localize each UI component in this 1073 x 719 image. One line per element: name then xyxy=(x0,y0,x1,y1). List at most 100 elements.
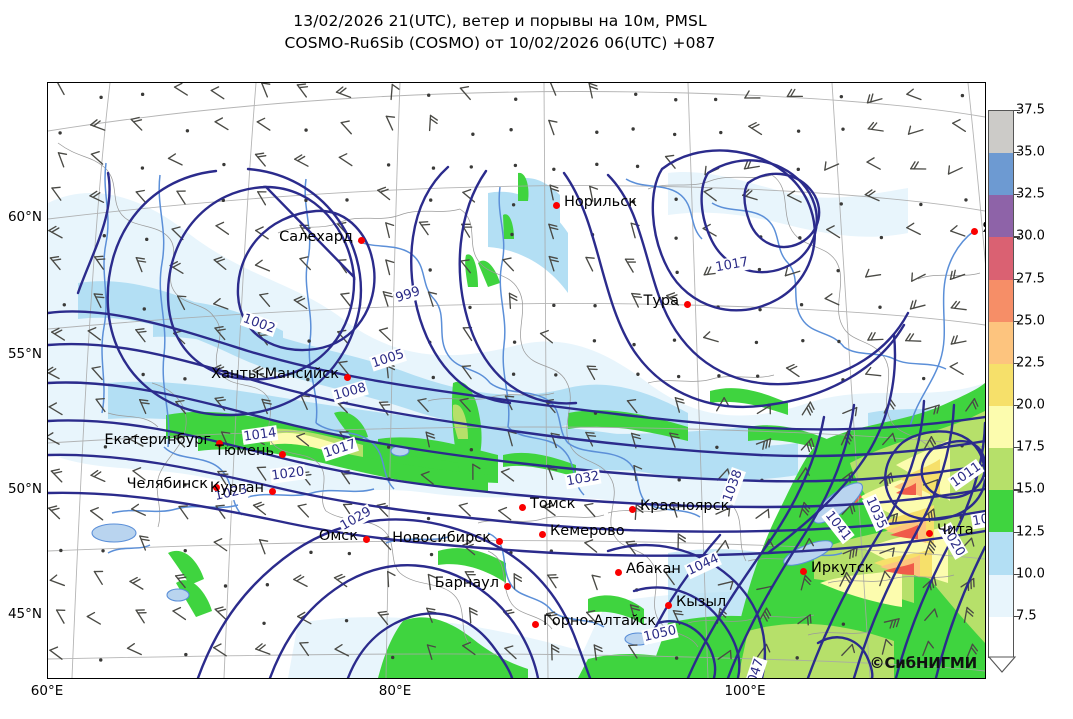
wind-barb-feather xyxy=(338,153,348,158)
wind-barb-shaft xyxy=(425,431,430,448)
wind-barb-shaft xyxy=(293,299,308,310)
calm-station-dot-icon xyxy=(677,478,681,482)
wind-barb-feather xyxy=(214,606,224,610)
calm-station-dot-icon xyxy=(631,200,636,204)
wind-barb-feather xyxy=(500,468,510,473)
wind-barb-shaft xyxy=(48,406,63,416)
wind-barb-shaft xyxy=(89,510,104,521)
city-label: Челябинск xyxy=(126,476,208,492)
wind-barb-feather xyxy=(889,398,896,407)
wind-barb-feather xyxy=(417,398,427,402)
wind-barb-shaft xyxy=(256,466,267,481)
city-dot-icon xyxy=(531,620,539,628)
wind-barb-feather xyxy=(458,502,468,507)
wind-barb-feather xyxy=(90,469,99,476)
wind-barb-feather xyxy=(629,604,640,608)
wind-barb-shaft xyxy=(591,574,598,591)
wind-barb-feather xyxy=(803,577,811,586)
calm-station-dot-icon xyxy=(347,551,352,556)
wind-barb-feather xyxy=(94,255,104,258)
calm-station-dot-icon xyxy=(672,338,677,342)
wind-barb-shaft xyxy=(950,307,967,311)
wind-barb-feather xyxy=(765,607,772,617)
city-dot-icon xyxy=(343,373,351,381)
wind-barb-shaft xyxy=(826,228,841,239)
calm-station-dot-icon xyxy=(512,340,517,344)
wind-barb-feather xyxy=(806,406,812,416)
wind-barb-feather xyxy=(549,259,559,263)
wind-barb-feather xyxy=(786,88,793,98)
wind-barb-feather xyxy=(334,644,343,650)
wind-barb-feather xyxy=(865,366,872,375)
wind-barb-feather xyxy=(297,611,306,618)
wind-barb-feather xyxy=(504,645,514,649)
wind-barb-feather xyxy=(966,606,974,614)
calm-station-dot-icon xyxy=(468,305,472,310)
wind-barb-feather xyxy=(826,225,835,231)
wind-barb-feather xyxy=(215,504,225,507)
wind-barb-feather xyxy=(911,272,913,282)
wind-barb-shaft xyxy=(48,229,63,239)
wind-barb-feather xyxy=(429,114,438,121)
wind-barb-feather xyxy=(340,292,350,295)
city-label: Чита xyxy=(937,522,974,538)
wind-barb-feather xyxy=(933,405,937,415)
calm-station-dot-icon xyxy=(757,267,762,272)
wind-barb-shaft xyxy=(841,643,853,657)
colorbar-band-15 xyxy=(989,490,1013,533)
wind-barb-feather xyxy=(212,643,222,649)
colorbar-tickmark-25 xyxy=(1014,320,1020,322)
wind-barb-shaft xyxy=(801,537,810,553)
wind-barb-feather xyxy=(674,613,684,616)
lat-tick-0: 60°N xyxy=(7,209,42,225)
wind-barb-feather xyxy=(912,299,917,309)
wind-barb-feather xyxy=(895,512,899,523)
wind-barb-feather xyxy=(952,269,956,279)
wind-barb-shaft xyxy=(95,398,106,413)
calm-station-dot-icon xyxy=(676,374,681,379)
wind-barb-feather xyxy=(461,365,472,368)
wind-barb-feather xyxy=(866,94,871,104)
lat-tick-3: 45°N xyxy=(7,606,42,622)
city-label: Томск xyxy=(530,496,576,512)
wind-barb-shaft xyxy=(50,331,66,341)
wind-barb-feather xyxy=(87,327,97,332)
city-dot-icon xyxy=(357,236,365,244)
wind-barb-shaft xyxy=(254,153,266,167)
calm-station-dot-icon xyxy=(140,92,145,97)
wind-barb-shaft xyxy=(167,157,183,166)
wind-barb-feather xyxy=(664,570,675,574)
wind-barb-feather xyxy=(261,83,271,85)
wind-barb-feather xyxy=(801,508,809,516)
wind-barb-shaft xyxy=(427,291,434,308)
wind-barb-feather xyxy=(625,540,636,543)
wind-barb-shaft xyxy=(462,191,476,203)
wind-barb-shaft xyxy=(91,367,103,381)
wind-barb-feather xyxy=(585,256,595,259)
wind-barb-feather xyxy=(723,397,729,406)
wind-barb-feather xyxy=(385,259,395,264)
city-dot-icon xyxy=(552,201,560,209)
wind-barb-feather xyxy=(135,189,145,193)
wind-barb-feather xyxy=(866,157,875,163)
colorbar-tickmark-37.5 xyxy=(1014,110,1020,112)
city-label: Красноярск xyxy=(640,498,730,514)
city-dot-icon xyxy=(503,582,511,590)
wind-barb-shaft xyxy=(48,371,60,380)
wind-barb-feather xyxy=(502,257,512,261)
wind-barb-feather xyxy=(258,644,266,651)
wind-barb-shaft xyxy=(178,505,189,520)
wind-barb-feather xyxy=(252,365,261,372)
wind-barb-shaft xyxy=(340,121,352,135)
calm-station-dot-icon xyxy=(140,166,145,170)
wind-barb-feather xyxy=(48,225,57,232)
wind-barb-shaft xyxy=(256,121,271,131)
calm-station-dot-icon xyxy=(183,483,187,487)
wind-barb-feather xyxy=(867,190,876,197)
wind-barb-shaft xyxy=(173,86,188,96)
wind-barb-shaft xyxy=(427,573,432,591)
calm-station-dot-icon xyxy=(390,655,395,660)
colorbar-tick-17.5: 17.5 xyxy=(1016,439,1045,455)
wind-barb-feather xyxy=(256,117,266,123)
calm-station-dot-icon xyxy=(427,93,431,97)
